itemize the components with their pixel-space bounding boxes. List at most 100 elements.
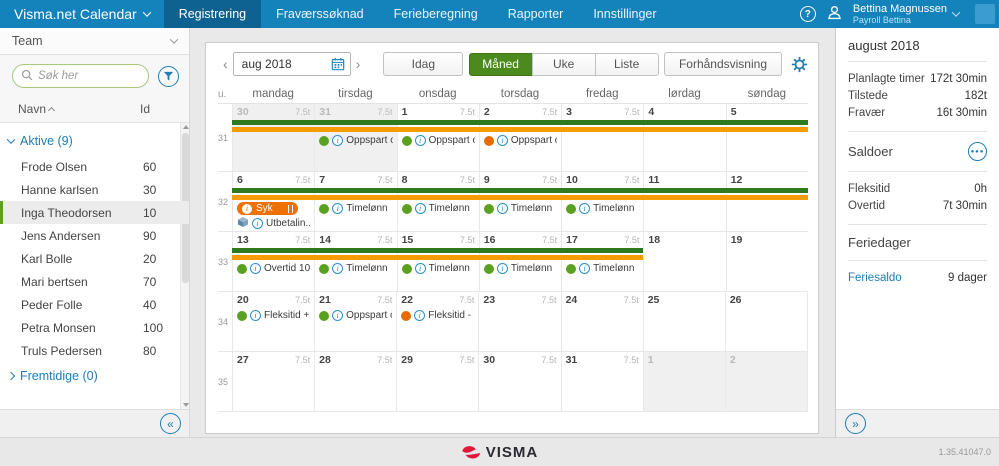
day-cell[interactable]: 2 bbox=[724, 352, 808, 411]
member-row[interactable]: Hanne karlsen 30 bbox=[0, 178, 189, 201]
group-header[interactable]: Aktive (9) bbox=[0, 127, 189, 155]
tab-innstillinger[interactable]: Innstillinger bbox=[593, 7, 657, 21]
day-cell[interactable]: 17 7.5t i Timelønn bbox=[561, 232, 643, 291]
day-hours: 7.5t bbox=[541, 295, 557, 305]
view-liste[interactable]: Liste bbox=[594, 52, 659, 76]
day-cell[interactable]: 8 7.5t i Timelønn bbox=[396, 172, 479, 231]
calendar-entry[interactable]: i Timelønn bbox=[319, 201, 392, 216]
team-selector[interactable]: Team bbox=[0, 28, 189, 55]
prev-month-button[interactable]: ‹ bbox=[223, 56, 228, 72]
day-cell[interactable]: 27 7.5t bbox=[232, 352, 314, 411]
status-dot-green bbox=[319, 310, 330, 321]
collapse-panel-button[interactable]: » bbox=[845, 413, 866, 434]
calendar-entry[interactable]: i Timelønn bbox=[566, 201, 639, 216]
member-row[interactable]: Frode Olsen 60 bbox=[0, 155, 189, 178]
day-cell[interactable]: 15 7.5t i Timelønn bbox=[396, 232, 479, 291]
day-cell[interactable]: 6 7.5t i Syk i Utbetalin... bbox=[232, 172, 314, 231]
sort-by-name[interactable]: Navn bbox=[18, 102, 56, 116]
day-cell[interactable]: 18 bbox=[643, 232, 725, 291]
day-cell[interactable]: 5 bbox=[725, 104, 808, 171]
preview-button[interactable]: Forhåndsvisning bbox=[663, 52, 782, 76]
day-cell[interactable]: 1 bbox=[642, 352, 725, 411]
calendar-entry[interactable]: i Syk bbox=[237, 201, 310, 216]
day-cell[interactable]: 30 7.5t bbox=[478, 352, 560, 411]
day-cell[interactable]: 31 7.5t bbox=[560, 352, 643, 411]
day-cell[interactable]: 26 bbox=[724, 292, 808, 351]
today-button[interactable]: Idag bbox=[383, 52, 464, 76]
next-month-button[interactable]: › bbox=[355, 56, 361, 72]
day-cell[interactable]: 10 7.5t i Timelønn bbox=[561, 172, 643, 231]
day-hours: 7.5t bbox=[542, 107, 558, 117]
more-options-icon[interactable]: ●●● bbox=[968, 142, 987, 161]
search-input[interactable] bbox=[38, 70, 140, 82]
calendar-icon[interactable] bbox=[331, 57, 350, 71]
day-cell-top: 22 7.5t bbox=[401, 294, 474, 306]
calendar-entry[interactable]: i Timelønn bbox=[566, 261, 639, 276]
tab-fraværssøknad[interactable]: Fraværssøknad bbox=[276, 7, 364, 21]
help-icon[interactable]: ? bbox=[799, 6, 816, 22]
member-row[interactable]: Karl Bolle 20 bbox=[0, 247, 189, 270]
day-cell[interactable]: 23 7.5t bbox=[478, 292, 560, 351]
day-cell[interactable]: 16 7.5t i Timelønn bbox=[478, 232, 561, 291]
collapse-sidebar-button[interactable]: « bbox=[160, 413, 181, 434]
member-row[interactable]: Jens Andersen 90 bbox=[0, 224, 189, 247]
day-cell[interactable]: 11 bbox=[643, 172, 725, 231]
day-cell[interactable]: 14 7.5t i Timelønn bbox=[314, 232, 396, 291]
day-cell[interactable]: 30 7.5t bbox=[232, 104, 315, 171]
day-cell[interactable]: 4 bbox=[643, 104, 725, 171]
tab-rapporter[interactable]: Rapporter bbox=[507, 7, 564, 21]
day-cell[interactable]: 7 7.5t i Timelønn bbox=[314, 172, 396, 231]
member-row[interactable]: Truls Pedersen 80 bbox=[0, 339, 189, 362]
member-row[interactable]: Mari bertsen 70 bbox=[0, 270, 189, 293]
day-cell[interactable]: 19 bbox=[725, 232, 808, 291]
filter-icon[interactable] bbox=[158, 65, 179, 87]
day-cell[interactable]: 3 7.5t bbox=[561, 104, 643, 171]
app-brand-menu[interactable]: Visma.net Calendar bbox=[0, 0, 164, 28]
day-cell[interactable]: 9 7.5t i Timelønn bbox=[478, 172, 561, 231]
feriesaldo-link[interactable]: Feriesaldo bbox=[848, 272, 902, 284]
view-uke[interactable]: Uke bbox=[531, 52, 596, 76]
day-cell[interactable]: 12 bbox=[725, 172, 808, 231]
calendar-entry[interactable]: i Timelønn bbox=[401, 201, 475, 216]
calendar-entry[interactable]: i Timelønn bbox=[483, 261, 557, 276]
status-dot-green bbox=[401, 135, 412, 146]
app-switcher-button[interactable] bbox=[975, 4, 995, 24]
user-menu[interactable]: Bettina Magnussen Payroll Bettina bbox=[853, 3, 961, 25]
weekday-header: tirsdag bbox=[338, 88, 373, 100]
day-cell[interactable]: 25 bbox=[642, 292, 725, 351]
calendar-entry[interactable]: i Timelønn bbox=[319, 261, 392, 276]
entry-label: Fleksitid - de... bbox=[428, 310, 474, 321]
day-cell[interactable]: 28 7.5t bbox=[314, 352, 396, 411]
calendar-entry[interactable]: i Utbetalin... bbox=[237, 216, 310, 231]
settings-gear-icon[interactable] bbox=[791, 56, 808, 73]
tab-registrering[interactable]: Registrering bbox=[163, 0, 262, 28]
day-cell[interactable]: 20 7.5t i Fleksitid + bbox=[232, 292, 314, 351]
tab-ferieberegning[interactable]: Ferieberegning bbox=[393, 7, 478, 21]
absence-badge[interactable]: i Syk bbox=[237, 202, 299, 215]
view-måned[interactable]: Måned bbox=[468, 52, 533, 76]
member-row[interactable]: Inga Theodorsen 10 bbox=[0, 201, 189, 224]
entry-label: Timelønn bbox=[593, 263, 635, 274]
group-header[interactable]: Fremtidige (0) bbox=[0, 362, 189, 390]
calendar-entry[interactable]: i Timelønn bbox=[483, 201, 557, 216]
calendar-entry[interactable]: i Fleksitid + bbox=[237, 308, 310, 323]
member-row[interactable]: Peder Folle 40 bbox=[0, 293, 189, 316]
date-input[interactable] bbox=[233, 57, 320, 71]
member-row[interactable]: Petra Monsen 100 bbox=[0, 316, 189, 339]
calendar-entry[interactable]: i Timelønn bbox=[401, 261, 475, 276]
day-cell[interactable]: 29 7.5t bbox=[396, 352, 478, 411]
day-cell[interactable]: 24 7.5t bbox=[560, 292, 643, 351]
